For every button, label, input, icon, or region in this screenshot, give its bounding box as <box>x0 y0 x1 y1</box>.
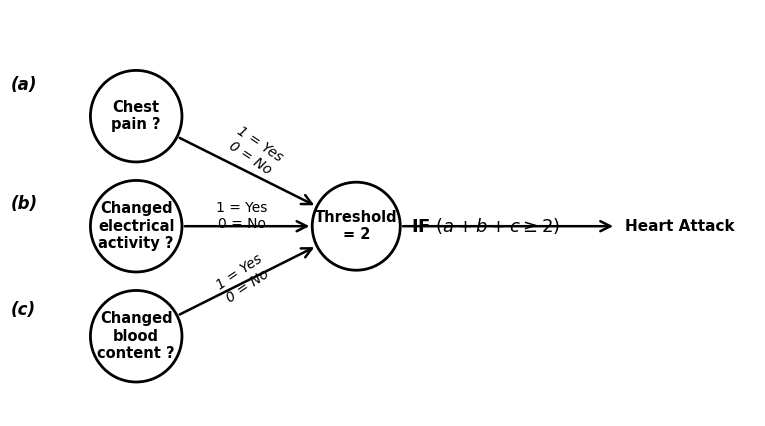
Text: 1 = Yes
0 = No: 1 = Yes 0 = No <box>216 201 268 231</box>
Text: $\mathbf{IF}$ $(a + b + c \geq 2)$: $\mathbf{IF}$ $(a + b + c \geq 2)$ <box>411 216 560 236</box>
Text: Threshold
= 2: Threshold = 2 <box>315 210 398 242</box>
Text: Changed
electrical
activity ?: Changed electrical activity ? <box>98 201 174 251</box>
Circle shape <box>90 291 182 382</box>
Text: Chest
pain ?: Chest pain ? <box>112 100 161 132</box>
Text: (b): (b) <box>11 195 38 213</box>
Text: 1 = Yes
0 = No: 1 = Yes 0 = No <box>225 124 285 178</box>
Circle shape <box>312 182 400 270</box>
Text: 1 = Yes
0 = No: 1 = Yes 0 = No <box>213 252 274 306</box>
Text: Heart Attack: Heart Attack <box>625 219 734 234</box>
Circle shape <box>90 181 182 272</box>
Text: (c): (c) <box>11 301 36 319</box>
Text: Changed
blood
content ?: Changed blood content ? <box>97 311 175 361</box>
Text: (a): (a) <box>11 76 37 95</box>
Circle shape <box>90 70 182 162</box>
